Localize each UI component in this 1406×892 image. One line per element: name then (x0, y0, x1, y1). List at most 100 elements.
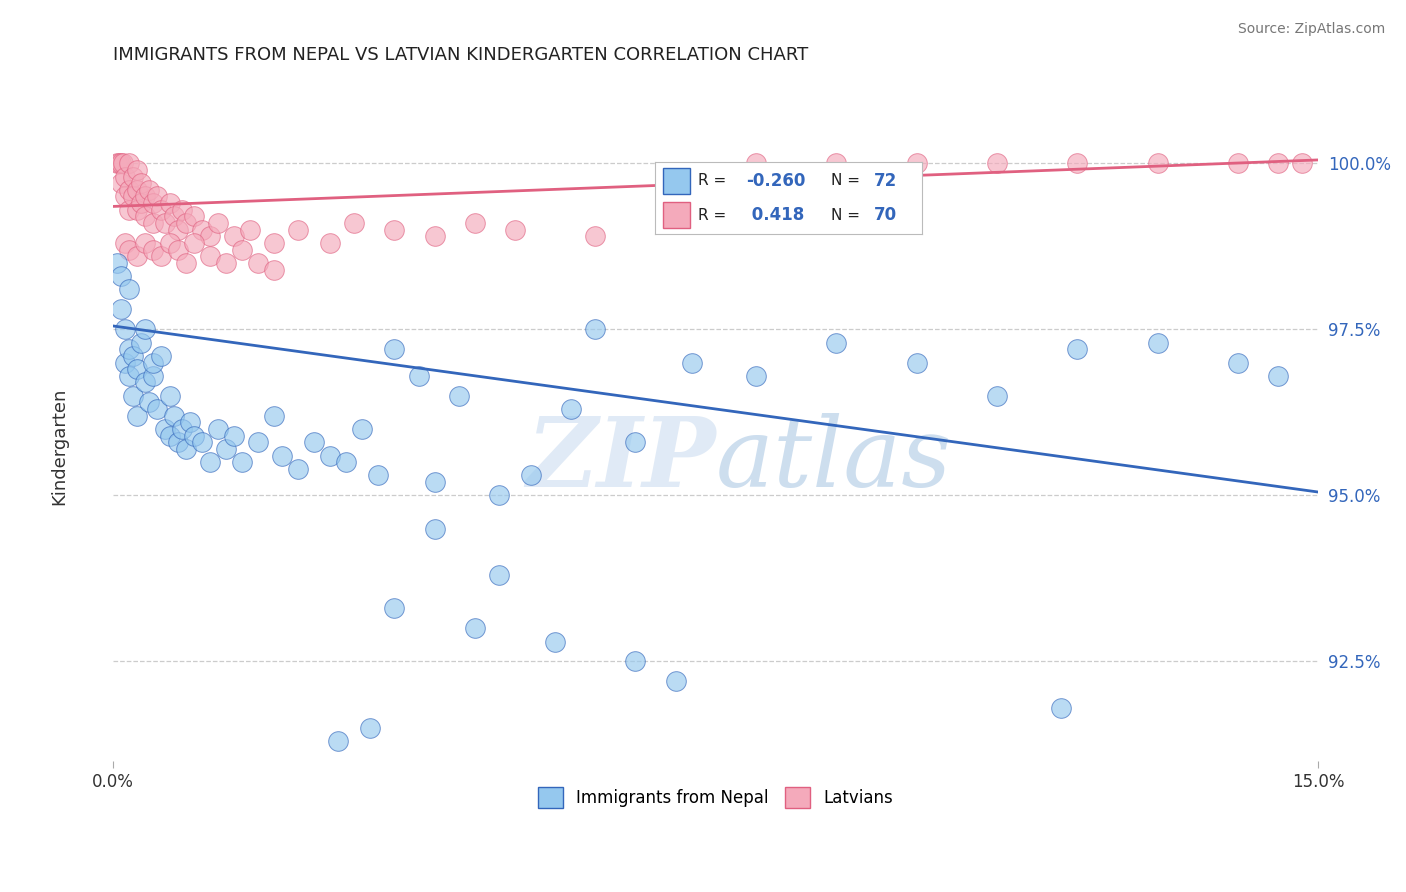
Text: R =: R = (697, 208, 725, 223)
Point (825, 335, 848, 350)
Point (179, 415, 201, 429)
Point (122, 389, 145, 403)
Point (1066, 156, 1088, 170)
Point (335, 455, 357, 469)
Point (127, 202, 149, 217)
Point (583, 322, 606, 336)
Point (231, 455, 253, 469)
Point (183, 210, 205, 224)
Point (131, 335, 153, 350)
Point (215, 256, 238, 270)
Point (159, 235, 181, 250)
Point (190, 222, 212, 236)
Point (118, 343, 141, 357)
Point (1226, 355, 1249, 369)
Point (488, 488, 510, 502)
Point (134, 376, 156, 390)
Point (343, 216, 366, 230)
Point (146, 189, 169, 203)
Point (408, 368, 430, 383)
Point (150, 349, 173, 363)
Point (423, 475, 446, 489)
Point (166, 243, 188, 257)
Text: Source: ZipAtlas.com: Source: ZipAtlas.com (1237, 22, 1385, 37)
Point (159, 389, 181, 403)
Point (174, 442, 197, 456)
Point (150, 202, 173, 217)
Text: R =: R = (697, 173, 725, 188)
Point (1146, 335, 1168, 350)
Point (986, 156, 1008, 170)
Point (263, 235, 285, 250)
Point (384, 601, 406, 615)
Point (127, 183, 149, 197)
Point (190, 435, 212, 450)
Point (986, 389, 1008, 403)
Point (155, 422, 177, 436)
Point (134, 322, 156, 336)
Point (183, 428, 205, 442)
Point (142, 196, 165, 211)
Point (127, 249, 149, 263)
Point (138, 183, 160, 197)
Point (127, 162, 149, 177)
Point (159, 428, 181, 442)
Point (665, 216, 688, 230)
Point (114, 322, 136, 336)
Point (114, 189, 136, 203)
Point (166, 222, 188, 236)
Point (222, 229, 245, 244)
Point (114, 169, 136, 184)
Point (319, 235, 342, 250)
Point (328, 734, 350, 748)
Point (246, 435, 269, 450)
Point (114, 235, 136, 250)
Point (166, 435, 188, 450)
Point (110, 269, 132, 284)
Text: N =: N = (831, 208, 860, 223)
Point (134, 210, 156, 224)
Point (118, 282, 141, 296)
Point (114, 355, 136, 369)
Text: N =: N = (831, 173, 860, 188)
Point (170, 422, 193, 436)
Point (520, 468, 543, 483)
Point (122, 169, 145, 184)
Point (105, 256, 128, 270)
Point (367, 468, 389, 483)
Point (183, 235, 205, 250)
Point (146, 402, 169, 417)
Point (142, 243, 165, 257)
Point (207, 422, 229, 436)
Point (122, 189, 145, 203)
Point (447, 389, 470, 403)
Point (111, 156, 134, 170)
Point (110, 176, 132, 190)
Point (745, 156, 768, 170)
Point (1066, 343, 1088, 357)
Point (1226, 156, 1249, 170)
Point (198, 229, 221, 244)
Text: 70: 70 (875, 206, 897, 225)
Point (198, 455, 221, 469)
Point (464, 216, 486, 230)
Point (142, 355, 165, 369)
Point (131, 176, 153, 190)
Point (488, 568, 510, 582)
Point (384, 343, 406, 357)
Point (681, 355, 703, 369)
Point (138, 395, 160, 409)
Point (118, 243, 141, 257)
Text: Kindergarten: Kindergarten (51, 387, 67, 505)
Point (118, 183, 141, 197)
Point (142, 216, 165, 230)
Point (162, 210, 184, 224)
Point (246, 256, 269, 270)
Point (624, 655, 647, 669)
Point (127, 409, 149, 423)
Point (122, 349, 145, 363)
Point (215, 442, 238, 456)
Point (352, 422, 374, 436)
Point (287, 462, 309, 476)
Point (118, 368, 141, 383)
